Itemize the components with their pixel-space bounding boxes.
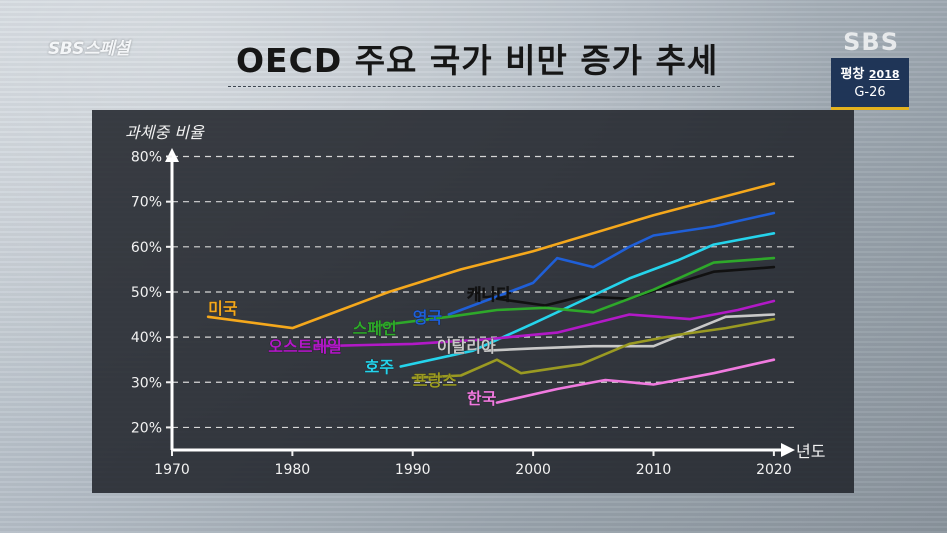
badge-line1: 평창 2018	[831, 63, 909, 82]
series-line-3	[495, 265, 776, 307]
x-axis-title: 년도	[796, 442, 825, 461]
series-label-3: 캐나다	[467, 285, 511, 304]
y-tick-label-20: 20%	[131, 420, 162, 436]
series-line-1	[206, 182, 776, 330]
series-label-2: 영국	[413, 308, 443, 327]
series-label-1: 미국	[208, 299, 238, 318]
badge-countdown: G-26	[854, 85, 886, 100]
series-line-4	[399, 232, 776, 368]
series-label-8: 프랑스	[413, 371, 457, 390]
y-tick-label-60: 60%	[131, 240, 162, 256]
x-tick-label-1970: 1970	[154, 462, 190, 478]
y-tick-label-50: 50%	[131, 285, 162, 301]
series-line-2	[447, 211, 776, 316]
badge-city: 평창	[840, 67, 865, 82]
y-tick-label-80: 80%	[131, 150, 162, 166]
series-line-5	[375, 256, 776, 328]
x-tick-label-2020: 2020	[756, 462, 792, 478]
broadcaster-watermark: SBS	[843, 28, 899, 56]
series-label-7: 이탈리아	[437, 337, 496, 356]
y-axis-title: 과체중 비율	[125, 123, 205, 142]
channel-logo: SBS스페셜	[48, 39, 130, 59]
x-axis-arrow	[781, 443, 795, 457]
series-line-6	[315, 299, 776, 348]
series-label-9: 한국	[467, 389, 497, 408]
y-tick-label-40: 40%	[131, 330, 162, 346]
x-tick-label-2010: 2010	[636, 462, 672, 478]
x-tick-label-1990: 1990	[395, 462, 431, 478]
series-label-4: 호주	[365, 357, 395, 376]
series-line-8	[411, 317, 776, 380]
y-tick-label-70: 70%	[131, 195, 162, 211]
x-tick-label-1980: 1980	[275, 462, 311, 478]
y-axis-arrow	[165, 148, 179, 162]
series-label-5: 스페인	[353, 319, 397, 338]
chart-panel	[92, 110, 854, 493]
series-label-6: 오스트레일	[268, 337, 342, 356]
page-title: OECD 주요 국가 비만 증가 추세	[236, 41, 719, 80]
title-underline	[228, 86, 720, 87]
olympic-badge: 평창 2018 G-26	[831, 58, 909, 110]
series-line-9	[495, 358, 776, 404]
badge-year: 2018	[868, 68, 900, 81]
y-tick-label-30: 30%	[131, 375, 162, 391]
x-tick-label-2000: 2000	[515, 462, 551, 478]
